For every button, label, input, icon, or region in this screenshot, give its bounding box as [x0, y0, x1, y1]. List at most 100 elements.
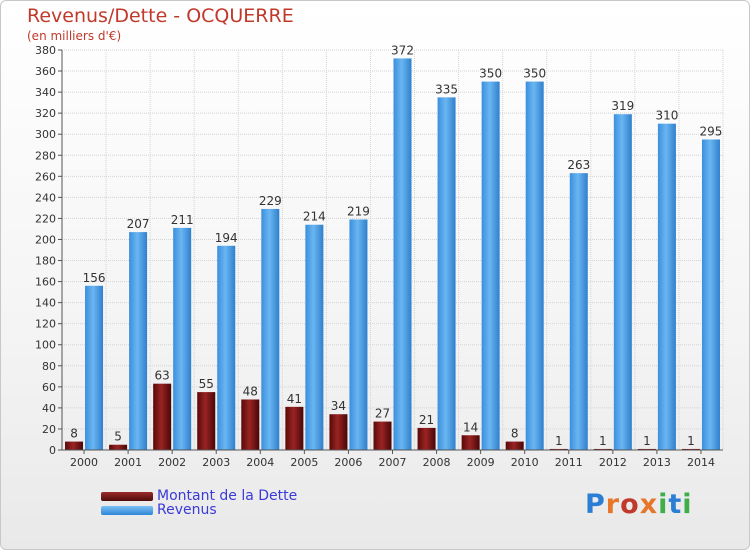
label-revenus-2011: 263 [567, 158, 590, 172]
bar-dette-2009 [461, 435, 480, 450]
legend-label-dette: Montant de la Dette [157, 488, 298, 504]
bar-dette-2008 [417, 427, 436, 450]
legend-item-dette: Montant de la Dette [101, 488, 298, 504]
ytick-label-120: 120 [35, 318, 56, 331]
bar-revenus-2003 [217, 245, 236, 450]
bar-revenus-2010 [525, 81, 544, 450]
bars-layer: 8156520763211551944822941214342192737221… [65, 43, 722, 451]
bar-revenus-2013 [657, 123, 676, 451]
bar-revenus-2005 [305, 224, 324, 450]
xtick-label-2013: 2013 [643, 456, 671, 469]
ytick-label-100: 100 [35, 339, 56, 352]
xtick-label-2006: 2006 [334, 456, 362, 469]
bar-revenus-2000 [85, 285, 104, 450]
label-dette-2005: 41 [287, 392, 302, 406]
ytick-label-260: 260 [35, 170, 56, 183]
ytick-label-180: 180 [35, 255, 56, 268]
ytick-label-140: 140 [35, 297, 56, 310]
ytick-label-380: 380 [35, 44, 56, 57]
label-dette-2012: 1 [599, 434, 607, 448]
bar-revenus-2007 [393, 58, 412, 450]
grid-layer [61, 49, 724, 451]
legend-swatch-dette [101, 491, 153, 501]
logo-letter: P [585, 489, 606, 520]
label-revenus-2002: 211 [171, 213, 194, 227]
label-revenus-2010: 350 [523, 67, 546, 81]
label-dette-2003: 55 [199, 377, 214, 391]
label-dette-2002: 63 [155, 369, 170, 383]
label-revenus-2003: 194 [215, 231, 238, 245]
xtick-label-2002: 2002 [158, 456, 186, 469]
label-revenus-2000: 156 [83, 271, 106, 285]
ytick-label-80: 80 [42, 360, 56, 373]
label-revenus-2005: 214 [303, 210, 326, 224]
bar-dette-2005 [285, 406, 304, 450]
axes-layer: 0 20 40 60 80 100 120 140 160 180 200 220 240 260 280 3… [35, 44, 723, 469]
bar-dette-2014 [681, 448, 700, 450]
xtick-label-2014: 2014 [687, 456, 715, 469]
ytick-label-280: 280 [35, 149, 56, 162]
label-dette-2008: 21 [419, 413, 434, 427]
ytick-label-60: 60 [42, 381, 56, 394]
bar-revenus-2014 [701, 139, 720, 450]
ytick-label-340: 340 [35, 86, 56, 99]
bar-dette-2007 [373, 421, 392, 450]
ytick-label-20: 20 [42, 423, 56, 436]
ytick-label-320: 320 [35, 107, 56, 120]
bar-dette-2002 [153, 383, 172, 450]
xtick-label-2005: 2005 [290, 456, 318, 469]
bar-dette-2004 [241, 399, 260, 450]
label-dette-2004: 48 [243, 384, 258, 398]
bar-revenus-2002 [173, 227, 192, 450]
label-dette-2007: 27 [375, 407, 390, 421]
bar-dette-2013 [637, 448, 656, 450]
logo-letter: i [658, 489, 669, 520]
xtick-label-2010: 2010 [511, 456, 539, 469]
ytick-label-160: 160 [35, 276, 56, 289]
bar-dette-2000 [65, 441, 84, 450]
bar-revenus-2011 [569, 173, 588, 450]
logo-letter: t [668, 489, 683, 520]
logo-letter: o [620, 489, 640, 520]
bar-dette-2012 [593, 448, 612, 450]
xtick-label-2012: 2012 [599, 456, 627, 469]
xtick-label-2001: 2001 [114, 456, 142, 469]
ytick-label-40: 40 [42, 402, 56, 415]
label-revenus-2006: 219 [347, 204, 370, 218]
bar-dette-2006 [329, 414, 348, 450]
logo-letter: i [682, 489, 693, 520]
label-dette-2001: 5 [114, 430, 122, 444]
proxiti-logo: Proxiti [585, 489, 693, 520]
ytick-label-220: 220 [35, 212, 56, 225]
xtick-label-2009: 2009 [467, 456, 495, 469]
bar-revenus-2006 [349, 219, 368, 450]
label-dette-2013: 1 [643, 434, 651, 448]
bar-dette-2003 [197, 392, 216, 450]
xtick-label-2011: 2011 [555, 456, 583, 469]
ytick-label-200: 200 [35, 233, 56, 246]
xtick-label-2000: 2000 [70, 456, 98, 469]
legend-label-revenus: Revenus [157, 502, 217, 518]
bar-revenus-2001 [129, 232, 148, 450]
ytick-label-300: 300 [35, 128, 56, 141]
bar-revenus-2008 [437, 97, 456, 451]
label-revenus-2007: 372 [391, 43, 414, 57]
logo-letter: x [639, 489, 659, 520]
label-revenus-2008: 335 [435, 82, 458, 96]
label-dette-2009: 14 [463, 420, 478, 434]
bar-dette-2010 [505, 441, 524, 450]
label-dette-2010: 8 [511, 427, 519, 441]
chart-title: Revenus/Dette - OCQUERRE [27, 5, 294, 27]
bar-dette-2001 [109, 444, 128, 450]
bar-dette-2011 [549, 448, 568, 450]
label-revenus-2004: 229 [259, 194, 282, 208]
xtick-label-2007: 2007 [379, 456, 407, 469]
xtick-label-2003: 2003 [202, 456, 230, 469]
xtick-label-2004: 2004 [246, 456, 274, 469]
label-dette-2006: 34 [331, 399, 346, 413]
logo-letter: r [605, 489, 621, 520]
chart-subtitle: (en milliers d'€) [27, 29, 122, 43]
label-dette-2011: 1 [555, 434, 563, 448]
ytick-label-240: 240 [35, 191, 56, 204]
